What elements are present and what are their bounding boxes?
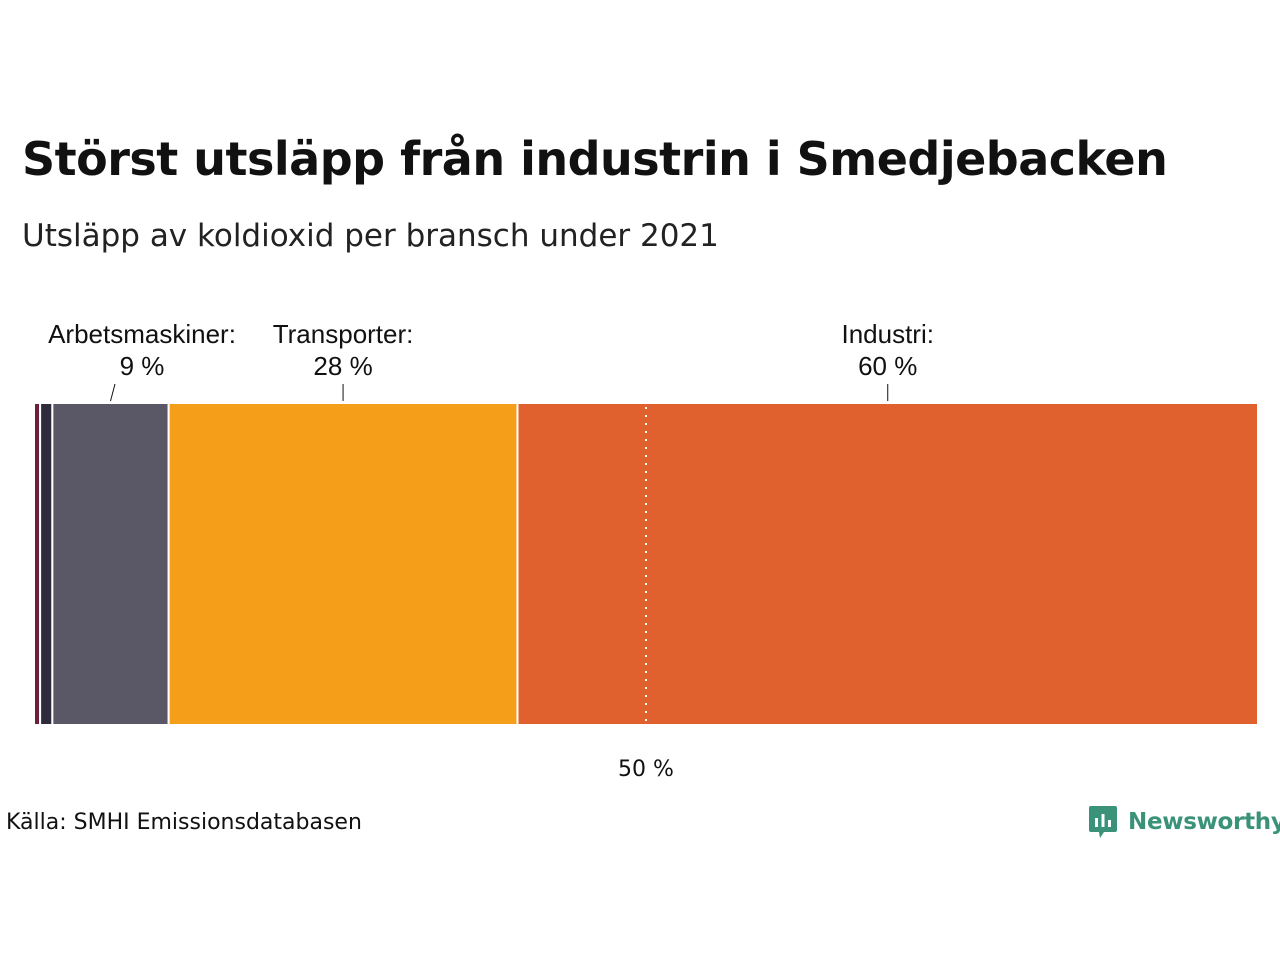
segment-leader-line-3 [110, 383, 116, 402]
bar-segment-5 [516, 402, 1259, 726]
stacked-bar-chart: Arbetsmaskiner:9 % Transporter:28 % Indust… [33, 319, 1259, 782]
bar-segment-2 [39, 402, 54, 726]
newsworthy-logo-icon [1089, 806, 1117, 838]
segment-label-3: Arbetsmaskiner: [48, 319, 236, 349]
bar-segment-4 [167, 402, 519, 726]
newsworthy-logo-text: Newsworthy [1128, 809, 1280, 835]
bar-segment-3 [51, 402, 170, 726]
segment-label-5: Industri: [841, 319, 934, 349]
segment-label-4: Transporter: [273, 319, 414, 349]
segment-value-label-3: 9 % [120, 351, 165, 381]
newsworthy-logo: Newsworthy [1088, 804, 1280, 840]
segment-value-label-4: 28 % [313, 351, 372, 381]
source-note: Källa: SMHI Emissionsdatabasen [6, 810, 362, 835]
chart-title: Störst utsläpp från industrin i Smedjeba… [22, 132, 1168, 186]
segment-value-label-5: 60 % [858, 351, 917, 381]
chart-subtitle: Utsläpp av koldioxid per bransch under 2… [22, 218, 719, 254]
reference-line-label: 50 % [618, 757, 674, 782]
